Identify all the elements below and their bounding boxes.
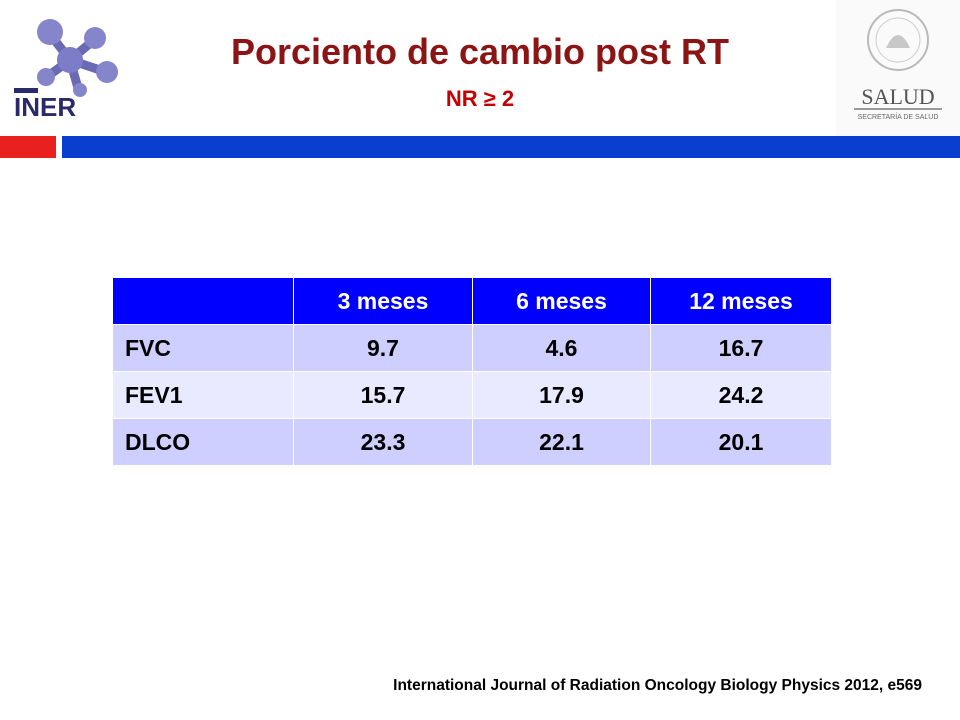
table-cell: 9.7: [293, 324, 473, 372]
table-header-cell: 12 meses: [650, 277, 832, 325]
table-row: DLCO 23.3 22.1 20.1: [112, 418, 832, 466]
results-table: 3 meses 6 meses 12 meses FVC 9.7 4.6 16.…: [112, 277, 832, 466]
mexico-seal-icon: [867, 9, 929, 71]
table-cell: 23.3: [293, 418, 473, 466]
table-header-cell: 3 meses: [293, 277, 473, 325]
row-label: DLCO: [112, 418, 294, 466]
iner-logo: INER: [8, 10, 128, 125]
accent-bar-blue: [62, 136, 960, 158]
row-label: FEV1: [112, 371, 294, 419]
table-cell: 15.7: [293, 371, 473, 419]
table-header-cell: 6 meses: [472, 277, 651, 325]
slide-subtitle: NR ≥ 2: [445, 86, 515, 111]
table-header-row: 3 meses 6 meses 12 meses: [112, 277, 832, 325]
accent-bar-red: [0, 136, 56, 158]
table-cell: 16.7: [650, 324, 832, 372]
salud-logo-text: SALUD: [861, 84, 934, 109]
iner-logo-text: INER: [14, 92, 76, 122]
slide-title: Porciento de cambio post RT: [230, 31, 730, 72]
salud-logo: SALUD SECRETARÍA DE SALUD: [836, 0, 960, 136]
citation-footer: International Journal of Radiation Oncol…: [393, 677, 922, 694]
table-cell: 24.2: [650, 371, 832, 419]
table-cell: 22.1: [472, 418, 651, 466]
table-row: FEV1 15.7 17.9 24.2: [112, 371, 832, 419]
table-cell: 4.6: [472, 324, 651, 372]
salud-logo-graphic: SALUD SECRETARÍA DE SALUD: [854, 9, 942, 121]
row-label: FVC: [112, 324, 294, 372]
table-cell: 20.1: [650, 418, 832, 466]
salud-logo-subtext: SECRETARÍA DE SALUD: [858, 112, 939, 121]
iner-logo-graphic: INER: [14, 19, 118, 122]
table-cell: 17.9: [472, 371, 651, 419]
table-header-cell: [112, 277, 294, 325]
table-row: FVC 9.7 4.6 16.7: [112, 324, 832, 372]
